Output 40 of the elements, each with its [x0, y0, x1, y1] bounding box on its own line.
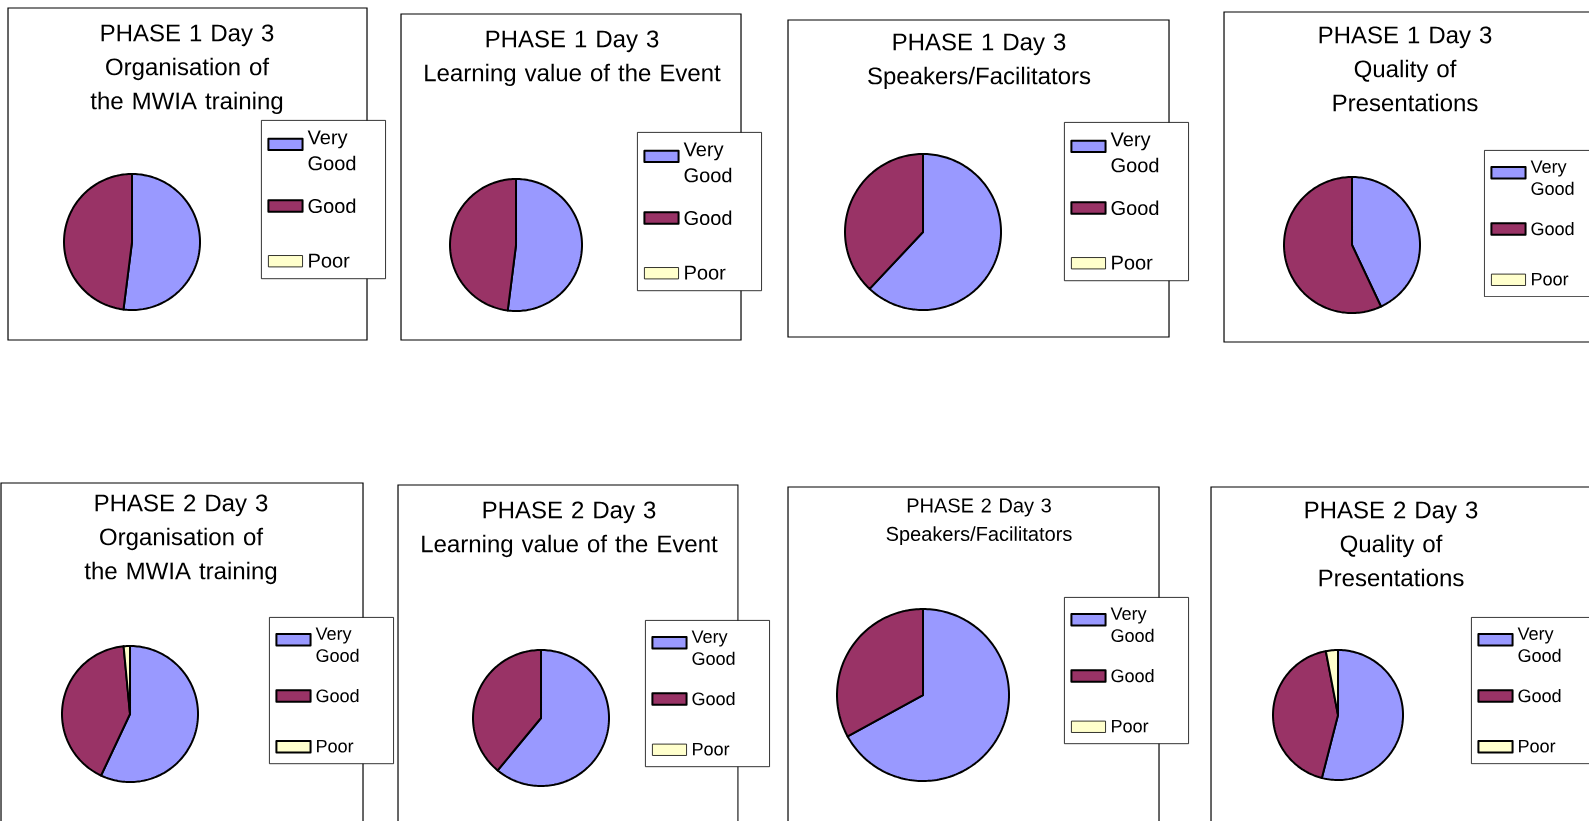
legend-label: Poor: [1112, 255, 1153, 270]
chart-title: PHASE 2 Day 3: [907, 498, 1051, 517]
chart-title: PHASE 1 Day 3: [486, 30, 659, 53]
legend-label: Good: [1531, 221, 1574, 236]
legend-label: Good: [1111, 668, 1154, 683]
legend-label: Very Good: [315, 627, 359, 662]
legend-label: Good: [316, 688, 359, 703]
chart-subtitle: Quality of Presentations: [1333, 59, 1478, 112]
legend-label: Very Good: [683, 142, 732, 183]
chart-subtitle: Speakers/Facilitators: [886, 526, 1072, 545]
legend-label: Good: [1518, 688, 1561, 703]
chart-subtitle: Organisation of the MWIA training: [84, 527, 277, 585]
legend-label: Very Good: [307, 130, 356, 171]
legend-label: Poor: [1532, 272, 1569, 286]
legend-label: Good: [684, 210, 732, 226]
legend-label: Good: [308, 198, 356, 214]
chart-title: PHASE 2 Day 3: [483, 501, 656, 524]
chart-subtitle: Quality of Presentations: [1319, 534, 1464, 587]
chart-title: PHASE 1 Day 3: [101, 24, 274, 47]
chart-title: PHASE 2 Day 3: [1305, 501, 1478, 524]
chart-subtitle: Organisation of the MWIA training: [90, 57, 283, 115]
chart-subtitle: Learning value of the Event: [425, 63, 721, 87]
legend-label: Poor: [1519, 739, 1556, 753]
chart-title: PHASE 1 Day 3: [893, 33, 1066, 56]
legend-label: Poor: [685, 265, 726, 280]
legend-label: Very Good: [1110, 607, 1154, 642]
legend-label: Poor: [317, 739, 354, 753]
legend-label: Poor: [309, 253, 350, 268]
chart-title: PHASE 2 Day 3: [95, 494, 268, 517]
legend-label: Very Good: [1530, 160, 1574, 195]
chart-subtitle: Learning value of the Event: [422, 534, 718, 558]
legend-label: Good: [692, 691, 735, 706]
legend-label: Very Good: [691, 630, 735, 665]
legend-label: Poor: [693, 742, 730, 756]
chart-title: PHASE 1 Day 3: [1319, 26, 1492, 49]
chart-subtitle: Speakers/Facilitators: [868, 66, 1091, 90]
legend-label: Poor: [1112, 719, 1149, 733]
legend-label: Very Good: [1517, 627, 1561, 662]
legend-label: Good: [1111, 200, 1159, 216]
legend-label: Very Good: [1110, 132, 1159, 173]
